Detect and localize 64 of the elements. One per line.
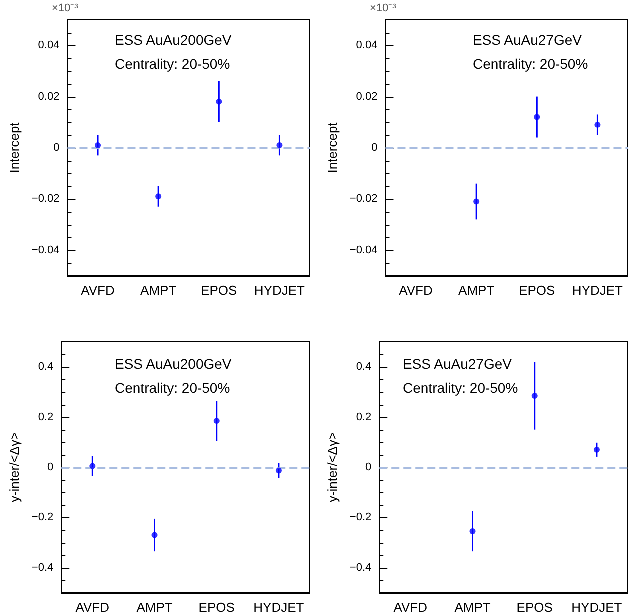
y-axis-title: y-inter/<Δγ> (325, 432, 340, 503)
x-tick-label: EPOS (519, 283, 556, 298)
text: Centrality: 20-50% (115, 56, 230, 72)
y-tick-label: 0 (47, 462, 54, 474)
x-tick-label: EPOS (198, 600, 236, 614)
y-tick-label: −0.04 (350, 244, 378, 256)
x-tick-label: HYDJET (254, 600, 304, 614)
x-tick-label: HYDJET (572, 283, 624, 298)
point (276, 468, 282, 474)
x-tick-label: HYDJET (254, 283, 306, 298)
text: ×10⁻³ (52, 2, 79, 14)
point (216, 98, 222, 105)
y-tick-label: −0.04 (32, 244, 60, 256)
y-tick-label: 0.02 (356, 90, 378, 103)
text: Centrality: 20-50% (473, 56, 588, 72)
point (594, 446, 600, 453)
point (214, 418, 220, 424)
point (534, 114, 540, 120)
y-tick-label: 0.02 (38, 90, 60, 103)
y-tick-label: −0.2 (32, 512, 54, 524)
y-tick-label: −0.02 (350, 193, 378, 206)
point (276, 142, 283, 148)
text: Centrality: 20-50% (115, 380, 230, 396)
point (152, 532, 158, 538)
y-tick-label: 0 (365, 462, 372, 474)
point (594, 122, 601, 128)
x-tick-label: AVFD (399, 283, 433, 298)
x-tick-label: AVFD (81, 283, 115, 298)
x-tick-label: EPOS (516, 600, 554, 614)
point (532, 392, 538, 399)
x-tick-label: AMPT (136, 600, 173, 614)
x-tick-label: HYDJET (572, 600, 622, 614)
point (474, 198, 480, 205)
x-tick-label: AMPT (454, 600, 491, 614)
point (156, 194, 162, 200)
x-tick-label: AVFD (76, 600, 110, 614)
text: ×10⁻³ (370, 2, 397, 14)
y-tick-label: 0.2 (38, 411, 54, 424)
x-tick-label: AMPT (458, 283, 495, 298)
y-tick-label: 0 (372, 142, 378, 154)
y-tick-label: 0.04 (38, 40, 60, 52)
y-tick-label: 0.4 (356, 361, 372, 374)
y-tick-label: 0.04 (356, 40, 378, 52)
y-axis-title: Intercept (325, 122, 340, 174)
point (90, 463, 96, 470)
y-tick-label: −0.4 (32, 562, 54, 574)
point (470, 528, 476, 535)
point (95, 142, 102, 148)
text: ESS AuAu27GeV (473, 32, 583, 48)
y-axis-title: y-inter/<Δγ> (7, 432, 22, 503)
y-tick-label: −0.4 (350, 562, 372, 574)
text: ESS AuAu27GeV (403, 356, 513, 372)
y-tick-label: −0.02 (32, 193, 60, 206)
text: ESS AuAu200GeV (115, 32, 232, 48)
y-tick-label: 0 (54, 142, 60, 154)
y-tick-label: −0.2 (350, 512, 372, 524)
x-tick-label: AVFD (394, 600, 428, 614)
text: ESS AuAu200GeV (115, 356, 232, 372)
y-tick-label: 0.2 (356, 411, 372, 424)
x-tick-label: EPOS (201, 283, 238, 298)
x-tick-label: AMPT (140, 283, 177, 298)
y-axis-title: Intercept (7, 122, 22, 174)
text: Centrality: 20-50% (403, 380, 518, 396)
y-tick-label: 0.4 (38, 361, 54, 374)
